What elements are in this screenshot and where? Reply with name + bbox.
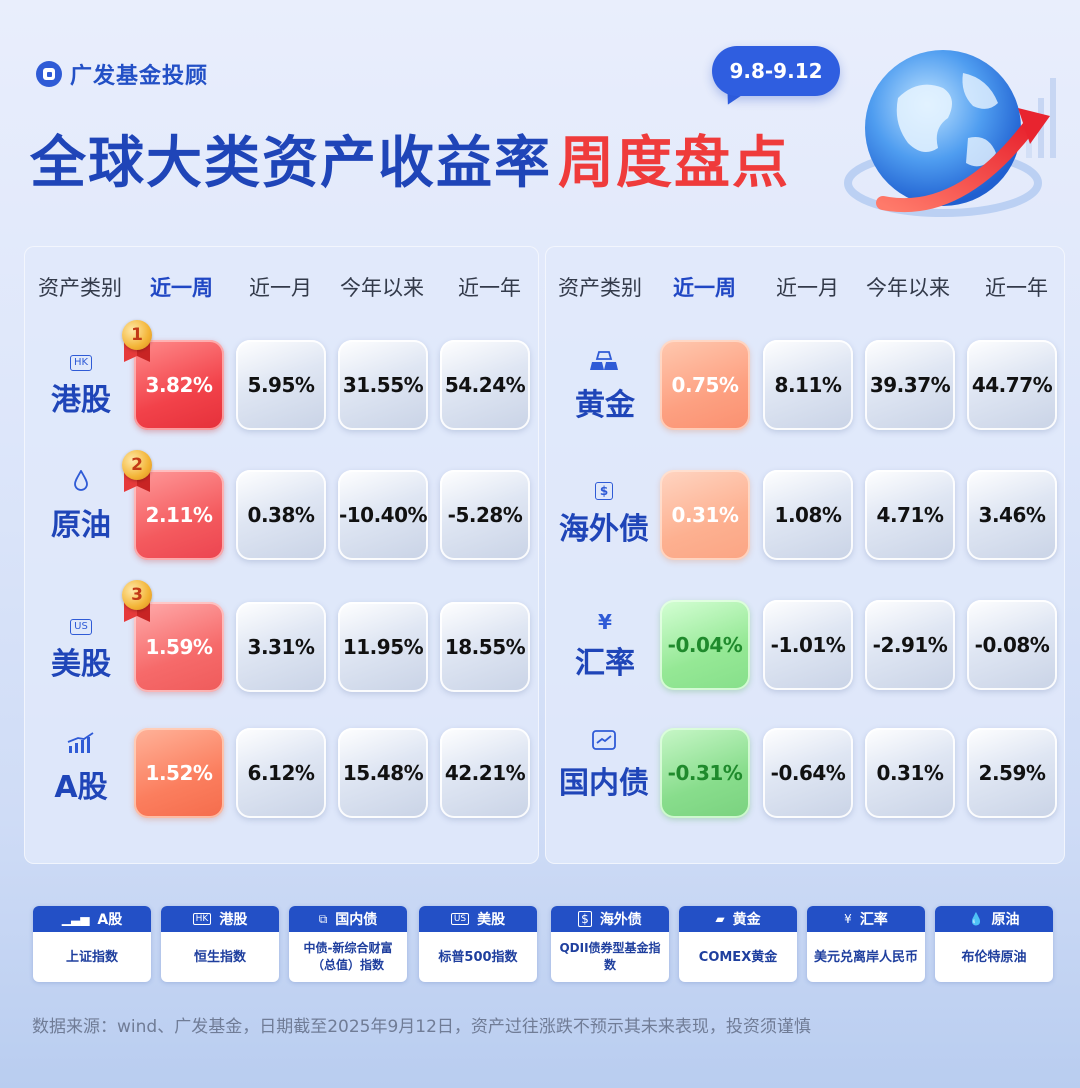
- return-cell-year: -5.28%: [440, 470, 530, 560]
- col-header-year: 近一年: [458, 276, 521, 300]
- return-cell-week: 3.82%: [134, 340, 224, 430]
- asset-label-gold: 黄金: [560, 350, 650, 424]
- bond-dollar-icon: $: [556, 480, 652, 500]
- asset-label-oil: 原油: [46, 469, 116, 544]
- asset-label-us: US 美股: [46, 614, 116, 683]
- oil-drop-icon: 💧: [968, 912, 984, 926]
- return-cell-ytd: 39.37%: [865, 340, 955, 430]
- asset-name: 海外债: [559, 512, 649, 547]
- yen-icon: ¥: [844, 912, 852, 926]
- domestic-bond-icon: ⧉: [318, 911, 328, 926]
- legend-card-us: US 美股 标普500指数: [419, 906, 537, 982]
- return-cell-month: 8.11%: [763, 340, 853, 430]
- return-cell-week: -0.04%: [660, 600, 750, 690]
- hk-badge-icon: HK: [192, 913, 212, 925]
- us-badge-icon: US: [46, 614, 116, 635]
- return-cell-year: 3.46%: [967, 470, 1057, 560]
- gold-bar-icon: ▰: [715, 912, 725, 926]
- legend-card-overseas-bond: $ 海外债 QDII债券型基金指数: [551, 906, 669, 982]
- return-cell-week: 1.52%: [134, 728, 224, 818]
- col-header-week: 近一周: [150, 276, 213, 300]
- return-cell-week: 0.75%: [660, 340, 750, 430]
- return-cell-year: 2.59%: [967, 728, 1057, 818]
- return-cell-ytd: 15.48%: [338, 728, 428, 818]
- legend-card-fx: ¥ 汇率 美元兑离岸人民币: [807, 906, 925, 982]
- page-title: 全球大类资产收益率 周度盘点: [30, 118, 790, 199]
- return-cell-week: 0.31%: [660, 470, 750, 560]
- legend-card-hk: HK 港股 恒生指数: [161, 906, 279, 982]
- asset-name: 美股: [51, 647, 111, 682]
- asset-label-a-share: A股: [46, 732, 116, 806]
- col-header-asset: 资产类别: [38, 276, 122, 300]
- return-cell-year: 42.21%: [440, 728, 530, 818]
- gold-bar-icon: [560, 350, 650, 376]
- return-cell-ytd: 11.95%: [338, 602, 428, 692]
- asset-name: 汇率: [575, 646, 635, 681]
- col-header-year: 近一年: [985, 276, 1048, 300]
- brand-name: 广发基金投顾: [70, 64, 209, 89]
- legend-card-domestic-bond: ⧉ 国内债 中债-新综合财富（总值）指数: [289, 906, 407, 982]
- col-header-month: 近一月: [776, 276, 839, 300]
- brand-logo: 广发基金投顾: [36, 58, 208, 90]
- return-cell-month: 1.08%: [763, 470, 853, 560]
- bond-dollar-icon: $: [578, 911, 592, 927]
- return-cell-year: 18.55%: [440, 602, 530, 692]
- legend-card-gold: ▰ 黄金 COMEX黄金: [679, 906, 797, 982]
- asset-label-overseas-bond: $ 海外债: [556, 480, 652, 548]
- return-cell-month: -0.64%: [763, 728, 853, 818]
- brand-logo-icon: [36, 61, 62, 87]
- asset-label-hk: HK 港股: [46, 350, 116, 419]
- return-cell-month: 0.38%: [236, 470, 326, 560]
- legend-card-oil: 💧 原油 布伦特原油: [935, 906, 1053, 982]
- return-cell-month: -1.01%: [763, 600, 853, 690]
- return-cell-ytd: 0.31%: [865, 728, 955, 818]
- asset-label-fx: ¥ 汇率: [560, 610, 650, 682]
- return-cell-month: 6.12%: [236, 728, 326, 818]
- asset-name: 黄金: [575, 388, 635, 423]
- col-header-week: 近一周: [673, 276, 736, 300]
- return-cell-ytd: 31.55%: [338, 340, 428, 430]
- asset-name: A股: [54, 770, 108, 805]
- asset-name: 原油: [51, 508, 111, 543]
- globe-arrow-icon: [844, 50, 1056, 217]
- return-cell-month: 5.95%: [236, 340, 326, 430]
- col-header-ytd: 今年以来: [866, 276, 950, 300]
- chart-growth-icon: [46, 732, 116, 758]
- us-badge-icon: US: [450, 913, 470, 925]
- asset-name: 国内债: [559, 766, 649, 801]
- source-disclaimer: 数据来源：wind、广发基金，日期截至2025年9月12日，资产过往涨跌不预示其…: [32, 1017, 811, 1037]
- date-range-badge: 9.8-9.12: [712, 46, 840, 96]
- chart-growth-icon: ▁▃▅: [61, 912, 90, 926]
- return-cell-ytd: -2.91%: [865, 600, 955, 690]
- rank-medal-icon: 3: [120, 580, 154, 624]
- return-cell-month: 3.31%: [236, 602, 326, 692]
- return-cell-ytd: -10.40%: [338, 470, 428, 560]
- col-header-asset: 资产类别: [558, 276, 642, 300]
- return-cell-year: -0.08%: [967, 600, 1057, 690]
- page-title-main: 全球大类资产收益率: [30, 131, 552, 196]
- col-header-month: 近一月: [249, 276, 312, 300]
- page-title-highlight: 周度盘点: [558, 131, 790, 196]
- return-cell-week: -0.31%: [660, 728, 750, 818]
- oil-drop-icon: [46, 469, 116, 496]
- yen-icon: ¥: [598, 610, 612, 634]
- return-cell-year: 44.77%: [967, 340, 1057, 430]
- return-cell-year: 54.24%: [440, 340, 530, 430]
- rank-medal-icon: 2: [120, 450, 154, 494]
- return-cell-week: 2.11%: [134, 470, 224, 560]
- asset-label-domestic-bond: 国内债: [556, 730, 652, 802]
- asset-name: 港股: [51, 383, 111, 418]
- legend-card-a-share: ▁▃▅ A股 上证指数: [33, 906, 151, 982]
- rank-medal-icon: 1: [120, 320, 154, 364]
- domestic-bond-icon: [556, 730, 652, 754]
- col-header-ytd: 今年以来: [340, 276, 424, 300]
- hk-badge-icon: HK: [46, 350, 116, 371]
- return-cell-ytd: 4.71%: [865, 470, 955, 560]
